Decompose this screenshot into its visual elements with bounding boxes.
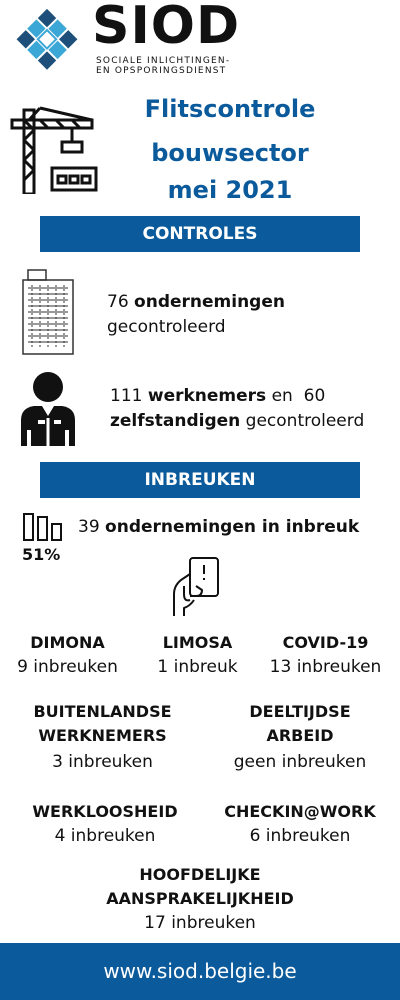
office-building-icon — [22, 269, 74, 355]
category-deeltijdse-arbeid: DEELTIJDSE ARBEID geen inbreuken — [233, 702, 367, 772]
title-line2: bouwsector — [151, 139, 309, 167]
bar-chart-icon — [23, 513, 62, 541]
logo-subtitle: SOCIALE INLICHTINGEN- EN OPSPORINGSDIENS… — [96, 56, 231, 76]
crane-icon — [10, 106, 98, 194]
percent-in-breach: 51% — [22, 545, 61, 564]
workers-checked-text: 111 werknemers en 60 zelfstandigen gecon… — [110, 386, 365, 431]
siod-logo-icon — [16, 8, 78, 70]
category-limosa: LIMOSA 1 inbreuk — [157, 633, 238, 677]
hand-holding-card-icon — [173, 557, 219, 616]
worker-person-icon — [21, 372, 75, 446]
category-hoofdelijke-aansprakelijkheid: HOOFDELIJKE AANSPRAKELIJKHEID 17 inbreuk… — [106, 865, 294, 933]
companies-in-breach-text: 39 ondernemingen in inbreuk — [78, 517, 360, 537]
category-werkloosheid: WERKLOOSHEID 4 inbreuken — [32, 802, 178, 846]
logo-name: SIOD — [92, 0, 241, 56]
section-header-inbreuken: INBREUKEN — [40, 462, 360, 498]
footer-website-link[interactable]: www.siod.belgie.be — [0, 943, 400, 1000]
category-dimona: DIMONA 9 inbreuken — [17, 633, 118, 677]
section-header-controles: CONTROLES — [40, 216, 360, 252]
companies-checked-text: 76 ondernemingen gecontroleerd — [107, 292, 285, 337]
category-covid19: COVID-19 13 inbreuken — [269, 633, 382, 677]
category-buitenlandse-werknemers: BUITENLANDSE WERKNEMERS 3 inbreuken — [33, 702, 172, 772]
category-checkin-at-work: CHECKIN@WORK 6 inbreuken — [224, 802, 376, 846]
title-line1: Flitscontrole — [144, 95, 316, 123]
title-line3: mei 2021 — [167, 176, 293, 204]
